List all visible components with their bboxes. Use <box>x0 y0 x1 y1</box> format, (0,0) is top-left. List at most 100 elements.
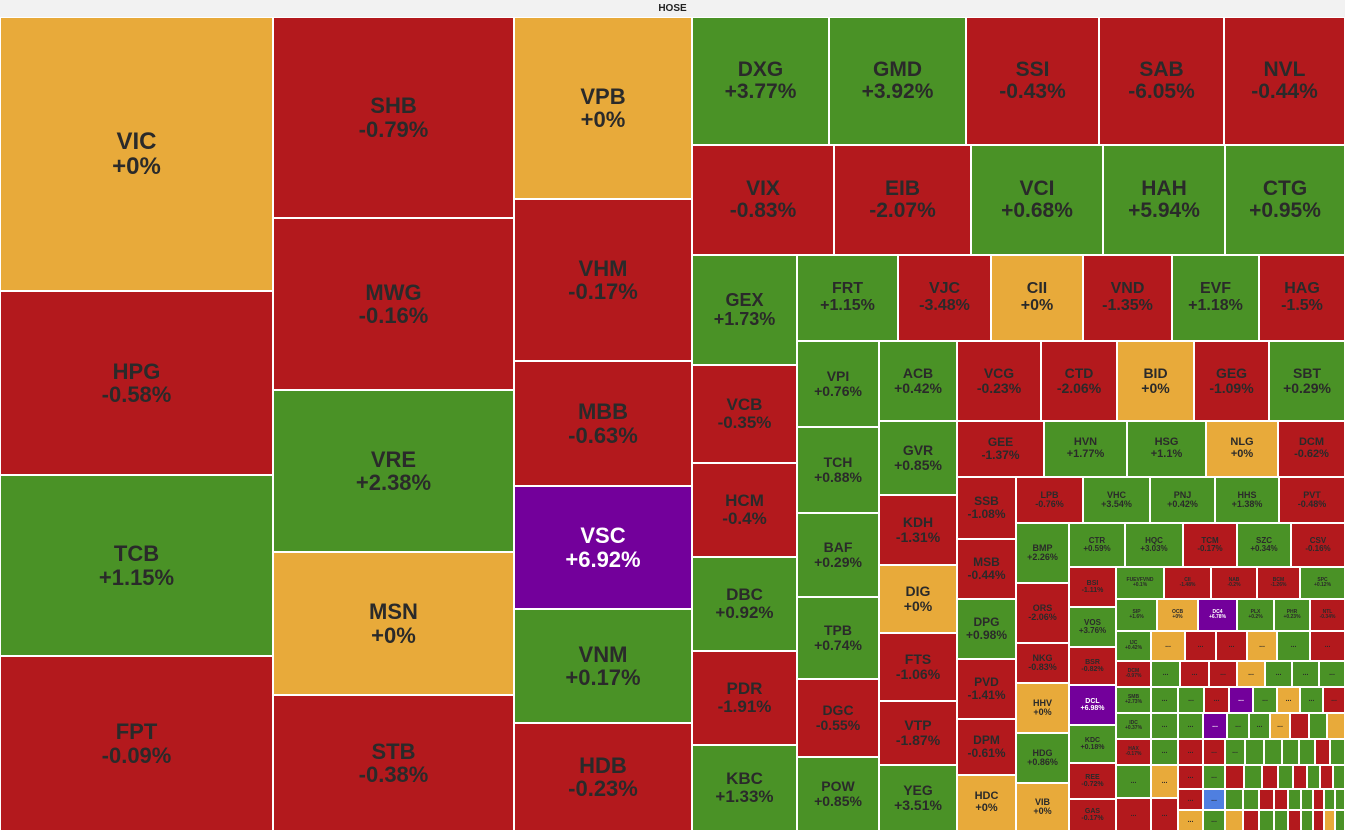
stock-tile-dbc[interactable]: DBC +0.92% <box>692 557 797 651</box>
stock-tile-vtp[interactable]: VTP -1.87% <box>879 701 957 765</box>
stock-tile-small[interactable]: ... <box>1203 739 1225 765</box>
stock-tile-bcm[interactable]: BCM -1.26% <box>1257 567 1300 599</box>
stock-tile-hhv[interactable]: HHV +0% <box>1016 683 1069 733</box>
stock-tile-vnd[interactable]: VND -1.35% <box>1083 255 1172 341</box>
stock-tile-idc[interactable]: IDC +0.37% <box>1116 713 1151 739</box>
stock-tile-small[interactable]: ... <box>1227 713 1249 739</box>
stock-tile-plx[interactable]: PLX +0.2% <box>1237 599 1274 631</box>
stock-tile-small[interactable]: ... <box>1151 713 1178 739</box>
stock-tile-acb[interactable]: ACB +0.42% <box>879 341 957 421</box>
stock-tile-bmp[interactable]: BMP +2.26% <box>1016 523 1069 583</box>
stock-tile-small[interactable] <box>1309 713 1327 739</box>
stock-tile-gmd[interactable]: GMD +3.92% <box>829 17 966 145</box>
stock-tile-pow[interactable]: POW +0.85% <box>797 757 879 831</box>
stock-tile-small[interactable]: ... <box>1216 631 1247 661</box>
stock-tile-dc4[interactable]: DC4 +6.78% <box>1198 599 1237 631</box>
stock-tile-small[interactable]: ... <box>1116 798 1151 831</box>
stock-tile-small[interactable] <box>1333 765 1345 789</box>
stock-tile-small[interactable] <box>1313 789 1324 810</box>
stock-tile-small[interactable] <box>1225 765 1244 789</box>
stock-tile-small[interactable]: ... <box>1178 789 1203 810</box>
stock-tile-ocb[interactable]: OCB +0% <box>1157 599 1198 631</box>
stock-tile-small[interactable] <box>1259 789 1274 810</box>
stock-tile-small[interactable]: ... <box>1225 739 1245 765</box>
stock-tile-small[interactable] <box>1320 765 1333 789</box>
stock-tile-vhc[interactable]: VHC +3.54% <box>1083 477 1150 523</box>
stock-tile-vjc[interactable]: VJC -3.48% <box>898 255 991 341</box>
stock-tile-small[interactable]: ... <box>1310 631 1345 661</box>
stock-tile-small[interactable] <box>1278 765 1293 789</box>
stock-tile-vib[interactable]: VIB +0% <box>1016 783 1069 831</box>
stock-tile-mbb[interactable]: MBB -0.63% <box>514 361 692 486</box>
stock-tile-small[interactable] <box>1290 713 1309 739</box>
stock-tile-hpg[interactable]: HPG -0.58% <box>0 291 273 475</box>
stock-tile-kdc[interactable]: KDC +0.18% <box>1069 725 1116 763</box>
stock-tile-small[interactable] <box>1324 810 1335 831</box>
stock-tile-small[interactable]: ... <box>1185 631 1216 661</box>
stock-tile-csv[interactable]: CSV -0.16% <box>1291 523 1345 567</box>
stock-tile-vhm[interactable]: VHM -0.17% <box>514 199 692 361</box>
stock-tile-small[interactable]: ... <box>1151 739 1178 765</box>
stock-tile-phr[interactable]: PHR +0.23% <box>1274 599 1310 631</box>
stock-tile-hvn[interactable]: HVN +1.77% <box>1044 421 1127 477</box>
stock-tile-small[interactable] <box>1274 789 1288 810</box>
stock-tile-hhs[interactable]: HHS +1.38% <box>1215 477 1279 523</box>
stock-tile-small[interactable]: ... <box>1151 687 1178 713</box>
stock-tile-vpb[interactable]: VPB +0% <box>514 17 692 199</box>
stock-tile-dcm[interactable]: DCM -0.62% <box>1278 421 1345 477</box>
stock-tile-small[interactable]: ... <box>1277 631 1310 661</box>
stock-tile-small[interactable]: ... <box>1323 687 1345 713</box>
stock-tile-yeg[interactable]: YEG +3.51% <box>879 765 957 831</box>
stock-tile-bsr[interactable]: BSR -0.82% <box>1069 647 1116 685</box>
stock-tile-nab[interactable]: NAB -0.2% <box>1211 567 1257 599</box>
stock-tile-small[interactable]: ... <box>1151 798 1178 831</box>
stock-tile-smb[interactable]: SMB +2.73% <box>1116 687 1151 713</box>
stock-tile-dpm[interactable]: DPM -0.61% <box>957 719 1016 775</box>
stock-tile-hax[interactable]: HAX -0.17% <box>1116 739 1151 765</box>
stock-tile-small[interactable]: ... <box>1270 713 1290 739</box>
stock-tile-gas[interactable]: GAS -0.17% <box>1069 799 1116 831</box>
stock-tile-small[interactable] <box>1244 765 1262 789</box>
stock-tile-small[interactable] <box>1330 739 1345 765</box>
stock-tile-small[interactable] <box>1293 765 1307 789</box>
stock-tile-vcb[interactable]: VCB -0.35% <box>692 365 797 463</box>
stock-tile-gvr[interactable]: GVR +0.85% <box>879 421 957 495</box>
stock-tile-sbt[interactable]: SBT +0.29% <box>1269 341 1345 421</box>
stock-tile-small[interactable] <box>1225 789 1243 810</box>
stock-tile-small[interactable] <box>1299 739 1315 765</box>
stock-tile-small[interactable] <box>1288 789 1301 810</box>
stock-tile-tpb[interactable]: TPB +0.74% <box>797 597 879 679</box>
stock-tile-small[interactable]: ... <box>1253 687 1277 713</box>
stock-tile-dgc[interactable]: DGC -0.55% <box>797 679 879 757</box>
stock-tile-mwg[interactable]: MWG -0.16% <box>273 218 514 390</box>
stock-tile-small[interactable] <box>1245 739 1264 765</box>
stock-tile-small[interactable] <box>1301 789 1313 810</box>
stock-tile-pvt[interactable]: PVT -0.48% <box>1279 477 1345 523</box>
stock-tile-small[interactable]: ... <box>1178 713 1203 739</box>
stock-tile-vic[interactable]: VIC +0% <box>0 17 273 291</box>
stock-tile-bid[interactable]: BID +0% <box>1117 341 1194 421</box>
stock-tile-nlg[interactable]: NLG +0% <box>1206 421 1278 477</box>
stock-tile-ssi[interactable]: SSI -0.43% <box>966 17 1099 145</box>
stock-tile-fpt[interactable]: FPT -0.09% <box>0 656 273 831</box>
stock-tile-small[interactable]: ... <box>1178 810 1203 831</box>
stock-tile-small[interactable] <box>1288 810 1301 831</box>
stock-tile-ijc[interactable]: IJC +0.42% <box>1116 631 1151 661</box>
stock-tile-fuevfvnd[interactable]: FUEVFVND +0.1% <box>1116 567 1164 599</box>
stock-tile-small[interactable]: ... <box>1203 810 1225 831</box>
stock-tile-small[interactable]: ... <box>1116 765 1151 798</box>
stock-tile-ntl[interactable]: NTL -0.34% <box>1310 599 1345 631</box>
stock-tile-small[interactable]: ... <box>1178 739 1203 765</box>
stock-tile-vsc[interactable]: VSC +6.92% <box>514 486 692 609</box>
stock-tile-vnm[interactable]: VNM +0.17% <box>514 609 692 723</box>
stock-tile-small[interactable] <box>1335 789 1345 810</box>
stock-tile-dig[interactable]: DIG +0% <box>879 565 957 633</box>
stock-tile-gee[interactable]: GEE -1.37% <box>957 421 1044 477</box>
stock-tile-hqc[interactable]: HQC +3.03% <box>1125 523 1183 567</box>
stock-tile-ors[interactable]: ORS -2.06% <box>1016 583 1069 643</box>
stock-tile-small[interactable]: ... <box>1319 661 1345 687</box>
stock-tile-vci[interactable]: VCI +0.68% <box>971 145 1103 255</box>
stock-tile-hah[interactable]: HAH +5.94% <box>1103 145 1225 255</box>
stock-tile-small[interactable]: ... <box>1178 687 1204 713</box>
stock-tile-vcg[interactable]: VCG -0.23% <box>957 341 1041 421</box>
